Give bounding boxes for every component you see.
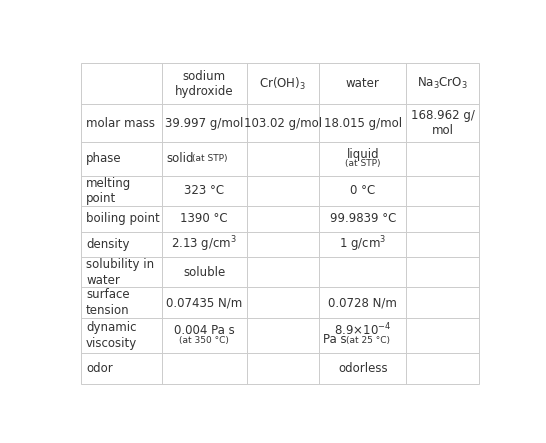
Text: sodium
hydroxide: sodium hydroxide — [175, 70, 234, 98]
Text: 0.0728 N/m: 0.0728 N/m — [328, 296, 397, 309]
Text: water: water — [346, 78, 379, 90]
Text: 323 °C: 323 °C — [184, 184, 224, 197]
Text: density: density — [86, 238, 129, 251]
Text: odorless: odorless — [338, 362, 388, 375]
Text: melting
point: melting point — [86, 176, 131, 205]
Text: 1390 °C: 1390 °C — [180, 212, 228, 225]
Text: phase: phase — [86, 152, 122, 165]
Text: 1 g/cm$^3$: 1 g/cm$^3$ — [339, 235, 386, 254]
Text: 0.07435 N/m: 0.07435 N/m — [166, 296, 242, 309]
Text: liquid: liquid — [346, 148, 379, 161]
Text: 168.962 g/
mol: 168.962 g/ mol — [411, 109, 474, 137]
Text: solid: solid — [166, 152, 193, 165]
Text: 39.997 g/mol: 39.997 g/mol — [165, 117, 244, 129]
Text: (at STP): (at STP) — [345, 159, 381, 168]
Text: odor: odor — [86, 362, 113, 375]
Text: Na$_3$CrO$_3$: Na$_3$CrO$_3$ — [417, 76, 468, 91]
Text: Pa s: Pa s — [323, 333, 346, 346]
Text: 103.02 g/mol: 103.02 g/mol — [244, 117, 322, 129]
Text: 18.015 g/mol: 18.015 g/mol — [324, 117, 402, 129]
Text: (at 25 °C): (at 25 °C) — [346, 335, 390, 345]
Text: 99.9839 °C: 99.9839 °C — [329, 212, 396, 225]
Text: 0 °C: 0 °C — [350, 184, 375, 197]
Text: boiling point: boiling point — [86, 212, 160, 225]
Text: 8.9×10$^{-4}$: 8.9×10$^{-4}$ — [334, 322, 391, 338]
Text: solubility in
water: solubility in water — [86, 258, 154, 287]
Text: 2.13 g/cm$^3$: 2.13 g/cm$^3$ — [171, 235, 237, 254]
Text: (at 350 °C): (at 350 °C) — [179, 336, 229, 345]
Text: molar mass: molar mass — [86, 117, 155, 129]
Text: surface
tension: surface tension — [86, 288, 129, 317]
Text: (at STP): (at STP) — [192, 154, 228, 163]
Text: soluble: soluble — [183, 266, 225, 279]
Text: Cr(OH)$_3$: Cr(OH)$_3$ — [259, 76, 306, 92]
Text: 0.004 Pa s: 0.004 Pa s — [174, 324, 235, 337]
Text: dynamic
viscosity: dynamic viscosity — [86, 321, 137, 350]
